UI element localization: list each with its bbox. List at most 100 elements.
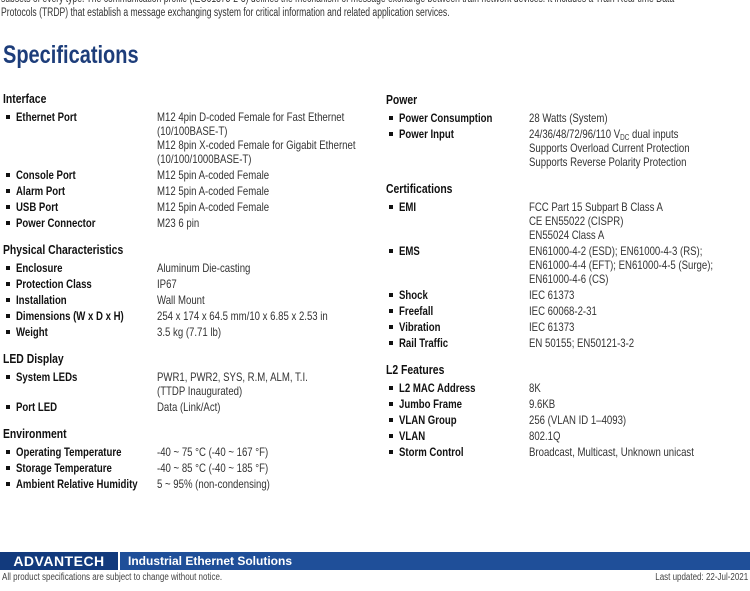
heading-text: Interface (3, 91, 47, 106)
value-line: (10/100/1000BASE-T) (157, 152, 368, 166)
spec-values: Aluminum Die-casting (157, 261, 368, 275)
spec-label: Ethernet Port (16, 110, 77, 124)
value-line: Data (Link/Act) (157, 400, 368, 414)
spec-values: EN61000-4-2 (ESD); EN61000-4-3 (RS); EN61… (529, 244, 750, 286)
spec-values: 8K (529, 381, 750, 395)
spec-label: USB Port (16, 200, 59, 214)
value-line: EN55024 Class A (529, 228, 750, 242)
value-line: (TTDP Inaugurated) (157, 384, 368, 398)
heading-text: L2 Features (386, 362, 445, 377)
spec-row: VLAN Group 256 (VLAN ID 1–4093) (386, 412, 750, 428)
spec-row: Port LED Data (Link/Act) (3, 399, 368, 415)
heading-text: Physical Characteristics (3, 242, 124, 257)
bullet (6, 189, 10, 193)
spec-label: VLAN (399, 429, 426, 443)
value-text: EN55024 Class A (529, 228, 605, 242)
title-text: Specifications (3, 41, 139, 69)
spec-row: Jumbo Frame 9.6KB (386, 396, 750, 412)
value-line: PWR1, PWR2, SYS, R.M, ALM, T.I. (157, 370, 368, 384)
intro-text: Protocols (TRDP) that establish a messag… (1, 7, 450, 19)
value-text: EN61000-4-4 (EFT); EN61000-4-5 (Surge); (529, 258, 714, 272)
value-text: M12 5pin A-coded Female (157, 168, 270, 182)
value-line: EN61000-4-2 (ESD); EN61000-4-3 (RS); (529, 244, 750, 258)
value-line: IEC 60068-2-31 (529, 304, 750, 318)
bullet (389, 325, 393, 329)
section-heading: LED Display (3, 350, 368, 367)
spec-row: System LEDs PWR1, PWR2, SYS, R.M, ALM, T.… (3, 369, 368, 399)
value-text: (10/100BASE-T) (157, 124, 228, 138)
value-text: -40 ~ 75 °C (-40 ~ 167 °F) (157, 445, 269, 459)
spec-values: 9.6KB (529, 397, 750, 411)
intro-text: subsets of every type. The communication… (1, 0, 674, 6)
value-text: M12 8pin X-coded Female for Gigabit Ethe… (157, 138, 356, 152)
value-line: 254 x 174 x 64.5 mm/10 x 6.85 x 2.53 in (157, 309, 368, 323)
bullet (389, 249, 393, 253)
value-line: M12 5pin A-coded Female (157, 200, 368, 214)
bullet (6, 314, 10, 318)
spec-row: EMS EN61000-4-2 (ESD); EN61000-4-3 (RS); E… (386, 243, 750, 287)
spec-label: Power Connector (16, 216, 96, 230)
value-text: IEC 61373 (529, 320, 575, 334)
bullet (6, 266, 10, 270)
spec-values: M12 5pin A-coded Female (157, 184, 368, 198)
value-line: 256 (VLAN ID 1–4093) (529, 413, 750, 427)
bullet (389, 132, 393, 136)
updated-text: Last updated: 22-Jul-2021 (655, 572, 748, 583)
spec-label: Operating Temperature (16, 445, 122, 459)
value-text: 802.1Q (529, 429, 561, 443)
bullet (6, 330, 10, 334)
spec-label: Storm Control (399, 445, 464, 459)
bullet (6, 205, 10, 209)
value-part: 24/36/48/72/96/110 V (529, 127, 621, 141)
value-line: 28 Watts (System) (529, 111, 750, 125)
value-text: 3.5 kg (7.71 lb) (157, 325, 222, 339)
value-line: EN61000-4-4 (EFT); EN61000-4-5 (Surge); (529, 258, 750, 272)
spec-label: System LEDs (16, 370, 78, 384)
value-text: EN61000-4-6 (CS) (529, 272, 609, 286)
spec-row: Ethernet Port M12 4pin D-coded Female for… (3, 109, 368, 167)
spec-label: Console Port (16, 168, 76, 182)
section-heading: Certifications (386, 180, 750, 197)
spec-values: IEC 61373 (529, 320, 750, 334)
bullet (6, 450, 10, 454)
spec-values: 3.5 kg (7.71 lb) (157, 325, 368, 339)
spec-values: -40 ~ 75 °C (-40 ~ 167 °F) (157, 445, 368, 459)
footer-note: All product specifications are subject t… (2, 572, 277, 584)
value-text: 9.6KB (529, 397, 556, 411)
value-line: 9.6KB (529, 397, 750, 411)
spec-values: IEC 60068-2-31 (529, 304, 750, 318)
spec-row: Vibration IEC 61373 (386, 319, 750, 335)
value-line: 5 ~ 95% (non-condensing) (157, 477, 368, 491)
value-text: Supports Reverse Polarity Protection (529, 155, 687, 169)
value-line: Wall Mount (157, 293, 368, 307)
spec-label: Jumbo Frame (399, 397, 462, 411)
bullet (6, 466, 10, 470)
spec-values: PWR1, PWR2, SYS, R.M, ALM, T.I. (TTDP Ina… (157, 370, 368, 398)
section-heading: Physical Characteristics (3, 241, 368, 258)
value-text: 28 Watts (System) (529, 111, 608, 125)
brand-logo: ADVANTECH (0, 552, 118, 570)
spec-row: Storm Control Broadcast, Multicast, Unkno… (386, 444, 750, 460)
value-subscript: DC (620, 133, 630, 142)
spec-values: 28 Watts (System) (529, 111, 750, 125)
value-line: 8K (529, 381, 750, 395)
spec-values: Wall Mount (157, 293, 368, 307)
value-line: Supports Overload Current Protection (529, 141, 750, 155)
bullet (6, 282, 10, 286)
note-text: All product specifications are subject t… (2, 572, 223, 583)
value-text: (TTDP Inaugurated) (157, 384, 243, 398)
value-line: (10/100BASE-T) (157, 124, 368, 138)
bullet (389, 293, 393, 297)
bullet (389, 434, 393, 438)
section-heading: L2 Features (386, 361, 750, 378)
bullet (389, 205, 393, 209)
value-text: Wall Mount (157, 293, 205, 307)
bullet (6, 482, 10, 486)
spec-values: EN 50155; EN50121-3-2 (529, 336, 750, 350)
section-heading: Environment (3, 425, 368, 442)
value-line: Aluminum Die-casting (157, 261, 368, 275)
spec-values: 24/36/48/72/96/110 VDC dual inputs Suppor… (529, 127, 750, 169)
intro-line: Protocols (TRDP) that establish a messag… (1, 6, 750, 20)
value-text: PWR1, PWR2, SYS, R.M, ALM, T.I. (157, 370, 308, 384)
spec-label: Rail Traffic (399, 336, 449, 350)
